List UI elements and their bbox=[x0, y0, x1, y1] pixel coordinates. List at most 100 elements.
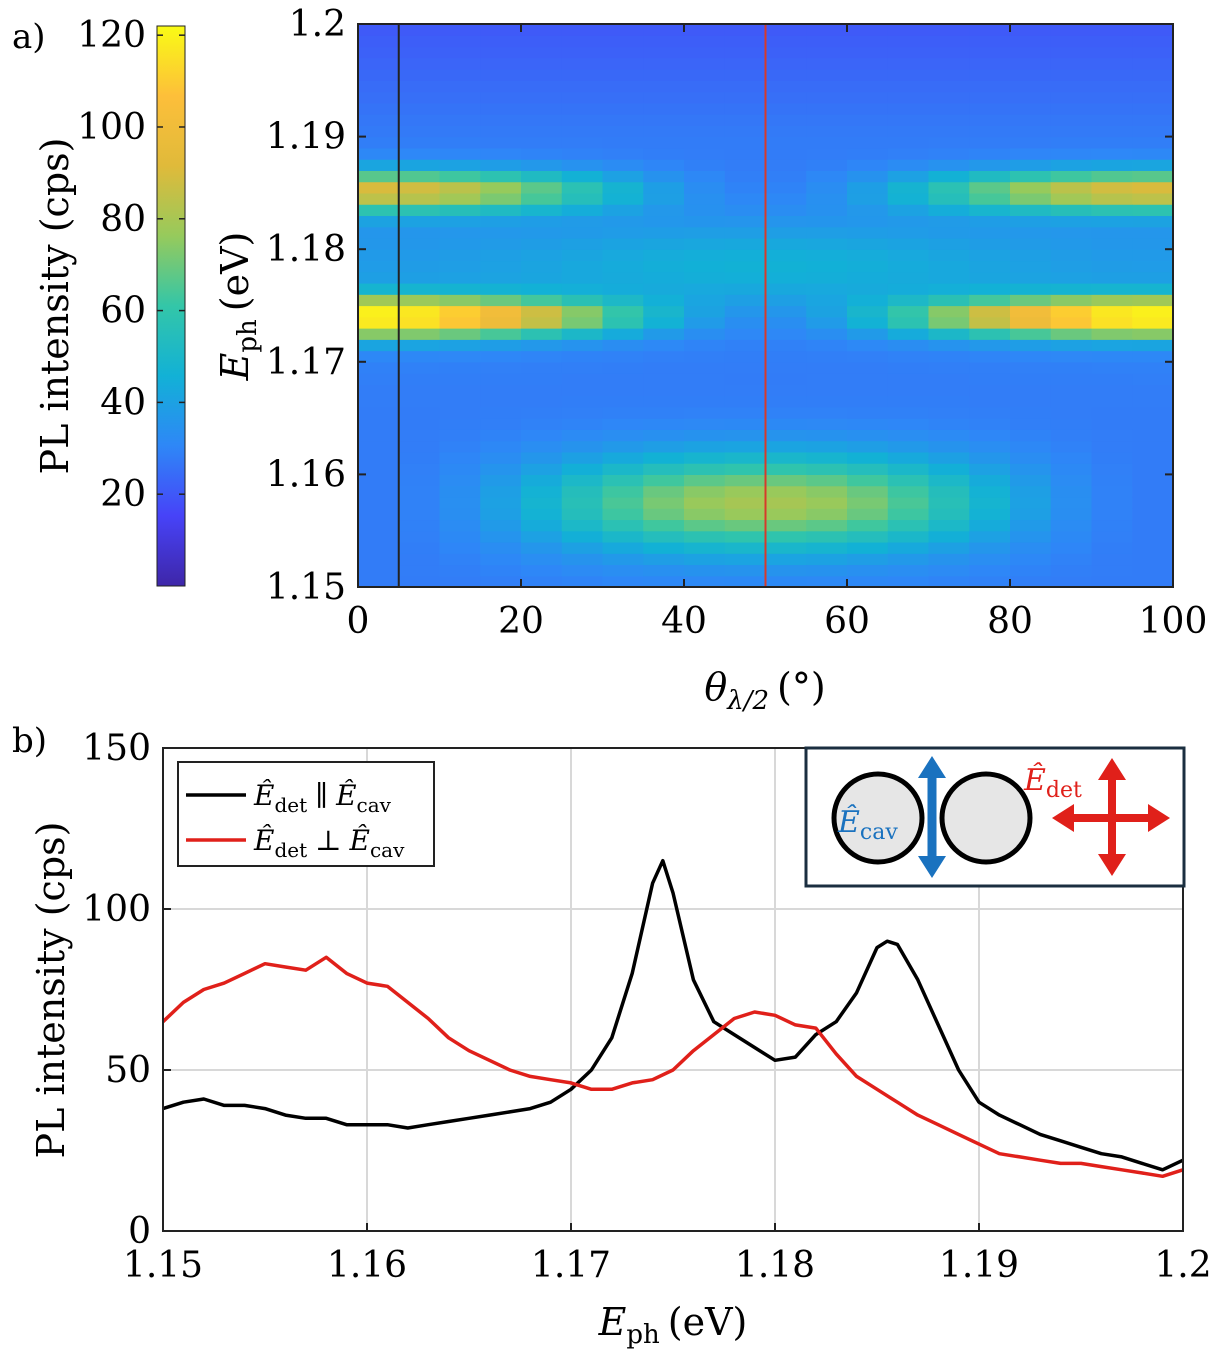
heatmap-cell bbox=[439, 553, 481, 566]
heatmap-cell bbox=[1132, 328, 1174, 340]
heatmap-cell bbox=[847, 215, 889, 228]
heatmap-cell bbox=[969, 406, 1011, 419]
heatmap-cell bbox=[643, 406, 685, 419]
heatmap-cell bbox=[521, 192, 563, 205]
heatmap-cell bbox=[887, 69, 930, 81]
heatmap-cell bbox=[765, 541, 807, 554]
heatmap-cell bbox=[887, 46, 930, 59]
heatmap-cell bbox=[765, 80, 807, 93]
heatmap-cell bbox=[806, 249, 848, 262]
heatmap-cell bbox=[1010, 316, 1052, 329]
heatmap-cell bbox=[561, 125, 604, 138]
heatmap-cell bbox=[969, 294, 1011, 307]
heatmap-cell bbox=[398, 463, 441, 475]
heatmap-ytick-label: 1.2 bbox=[289, 4, 346, 45]
heatmap-cell bbox=[398, 429, 441, 442]
heatmap-cell bbox=[1010, 305, 1052, 318]
heatmap-cell bbox=[806, 406, 848, 419]
heatmap-cell bbox=[847, 418, 889, 430]
heatmap-cell bbox=[765, 429, 807, 442]
heatmap-cell bbox=[765, 226, 807, 239]
lineplot-ytick-label: 150 bbox=[82, 728, 151, 769]
heatmap-cell bbox=[684, 564, 726, 577]
heatmap-cell bbox=[928, 440, 970, 453]
heatmap-cell bbox=[724, 530, 767, 543]
heatmap-cell bbox=[1050, 125, 1093, 138]
heatmap-cell bbox=[969, 564, 1011, 577]
heatmap-cell bbox=[602, 339, 644, 352]
heatmap-cell bbox=[439, 429, 481, 442]
heatmap-cell bbox=[1010, 282, 1052, 295]
heatmap-cell bbox=[561, 305, 604, 318]
heatmap-cell bbox=[928, 260, 970, 273]
heatmap-cell bbox=[1132, 553, 1174, 566]
heatmap-cell bbox=[1132, 102, 1174, 115]
colorbar-tick-label: 80 bbox=[100, 199, 146, 240]
heatmap-cell bbox=[969, 136, 1011, 149]
heatmap-cell bbox=[1091, 564, 1133, 577]
heatmap-cell bbox=[1091, 350, 1133, 363]
heatmap-cell bbox=[887, 181, 930, 194]
heatmap-cell bbox=[928, 373, 970, 385]
heatmap-cell bbox=[358, 395, 400, 408]
heatmap-cell bbox=[480, 350, 522, 363]
heatmap-cell bbox=[684, 395, 726, 408]
heatmap-cell bbox=[398, 24, 441, 36]
heatmap-cell bbox=[887, 294, 930, 307]
heatmap-cell bbox=[765, 440, 807, 453]
heatmap-cell bbox=[480, 373, 522, 385]
heatmap-cell bbox=[928, 204, 970, 217]
heatmap-cell bbox=[643, 80, 685, 93]
heatmap-cell bbox=[724, 46, 767, 59]
heatmap-cell bbox=[1132, 147, 1174, 160]
heatmap-cell bbox=[887, 339, 930, 352]
heatmap-cell bbox=[602, 451, 644, 464]
heatmap-cell bbox=[1091, 339, 1133, 352]
heatmap-cell bbox=[847, 519, 889, 532]
heatmap-cell bbox=[928, 215, 970, 228]
colorbar-tick-label: 20 bbox=[100, 474, 146, 515]
heatmap-cell bbox=[1132, 474, 1174, 487]
heatmap-cell bbox=[887, 271, 930, 284]
heatmap-cell bbox=[1132, 24, 1174, 36]
heatmap-cell bbox=[969, 463, 1011, 475]
heatmap-cell bbox=[806, 136, 848, 149]
heatmap-cell bbox=[439, 125, 481, 138]
heatmap-cell bbox=[1132, 440, 1174, 453]
heatmap-cell bbox=[1010, 69, 1052, 81]
heatmap-cell bbox=[602, 35, 644, 48]
heatmap-cell bbox=[806, 294, 848, 307]
heatmap-cell bbox=[1050, 204, 1093, 217]
heatmap-cell bbox=[724, 575, 767, 588]
heatmap-cell bbox=[969, 35, 1011, 48]
heatmap-cell bbox=[847, 496, 889, 509]
heatmap-cell bbox=[1091, 508, 1133, 521]
heatmap-cell bbox=[1050, 440, 1093, 453]
heatmap-cell bbox=[847, 384, 889, 397]
heatmap-cell bbox=[724, 125, 767, 138]
heatmap-cell bbox=[358, 508, 400, 521]
heatmap-cell bbox=[928, 91, 970, 104]
heatmap-cell bbox=[847, 260, 889, 273]
heatmap-cell bbox=[439, 361, 481, 374]
heatmap-cell bbox=[398, 181, 441, 194]
heatmap-cell bbox=[602, 136, 644, 149]
heatmap-cell bbox=[439, 496, 481, 509]
heatmap-cell bbox=[887, 564, 930, 577]
lineplot-ytick-label: 50 bbox=[105, 1050, 151, 1091]
heatmap-cell bbox=[765, 170, 807, 183]
heatmap-cell bbox=[398, 57, 441, 70]
colorbar-tick-label: 100 bbox=[77, 107, 146, 148]
heatmap-cell bbox=[969, 147, 1011, 160]
heatmap-cell bbox=[806, 57, 848, 70]
heatmap-cell bbox=[684, 159, 726, 171]
heatmap-cell bbox=[358, 474, 400, 487]
heatmap-cell bbox=[1010, 519, 1052, 532]
heatmap-xtick-label: 0 bbox=[347, 601, 370, 642]
heatmap-cell bbox=[643, 575, 685, 588]
heatmap-cell bbox=[561, 237, 604, 250]
heatmap-cell bbox=[602, 181, 644, 194]
heatmap-cell bbox=[561, 260, 604, 273]
heatmap-cell bbox=[928, 305, 970, 318]
heatmap-cell bbox=[358, 91, 400, 104]
